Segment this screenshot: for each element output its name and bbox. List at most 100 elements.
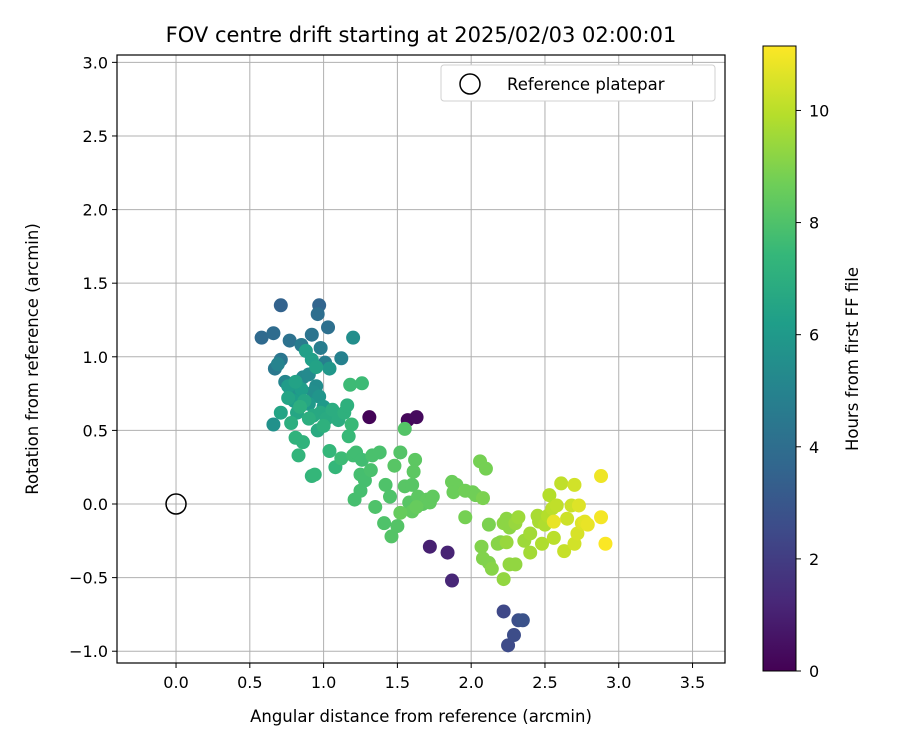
data-point <box>322 444 337 459</box>
data-point <box>393 445 408 460</box>
data-point <box>571 498 586 513</box>
data-point <box>377 516 392 531</box>
data-point <box>506 628 521 643</box>
data-point <box>341 429 356 444</box>
colorbar-tick-label: 6 <box>809 326 819 345</box>
data-point <box>440 545 455 560</box>
data-point <box>474 539 489 554</box>
data-point <box>372 445 387 460</box>
x-tick-label: 1.5 <box>385 673 410 692</box>
data-point <box>405 477 420 492</box>
data-point <box>535 536 550 551</box>
y-axis-ticks: −1.0 −0.5 0.0 0.5 1.0 1.5 2.0 2.5 3.0 <box>69 53 117 661</box>
data-point <box>368 499 383 514</box>
x-tick-label: 0.5 <box>237 673 262 692</box>
data-point <box>409 499 424 514</box>
data-point <box>496 572 511 587</box>
data-point <box>383 489 398 504</box>
data-point <box>501 638 516 653</box>
data-point <box>347 492 362 507</box>
y-tick-label: 2.0 <box>83 201 108 220</box>
x-tick-label: 2.5 <box>532 673 557 692</box>
data-point <box>343 377 358 392</box>
data-point <box>282 333 297 348</box>
data-point <box>594 510 609 525</box>
data-point <box>273 405 288 420</box>
data-point <box>316 418 331 433</box>
colorbar-tick-label: 2 <box>809 550 819 569</box>
plot-frame <box>116 54 726 664</box>
data-point <box>546 514 561 529</box>
data-point <box>378 477 393 492</box>
y-tick-label: 1.0 <box>83 348 108 367</box>
data-point <box>523 545 538 560</box>
x-tick-label: 2.0 <box>458 673 483 692</box>
data-point <box>334 351 349 366</box>
data-point <box>560 511 575 526</box>
legend-box <box>440 64 716 102</box>
data-point <box>390 519 405 534</box>
data-point <box>344 417 359 432</box>
y-tick-label: 0.5 <box>83 421 108 440</box>
data-point <box>295 435 310 450</box>
data-point <box>546 530 561 545</box>
data-point <box>354 376 369 391</box>
legend-marker <box>459 73 481 95</box>
data-point <box>363 463 378 478</box>
data-point <box>313 340 328 355</box>
data-point <box>254 330 269 345</box>
x-tick-label: 3.5 <box>680 673 705 692</box>
data-point <box>554 476 569 491</box>
data-point <box>284 416 299 431</box>
data-point <box>281 391 296 406</box>
data-point <box>309 360 324 375</box>
data-point <box>362 410 377 425</box>
x-tick-label: 1.0 <box>311 673 336 692</box>
data-point <box>557 544 572 559</box>
colorbar <box>762 45 797 672</box>
legend: Reference platepar <box>440 64 716 102</box>
data-point <box>594 469 609 484</box>
colorbar-tick-label: 4 <box>809 438 819 457</box>
data-point <box>397 421 412 436</box>
y-axis-label: Rotation from reference (arcmin) <box>23 223 42 495</box>
data-point <box>523 526 538 541</box>
grid-lines <box>117 55 725 663</box>
x-tick-label: 3.0 <box>606 673 631 692</box>
data-point <box>496 604 511 619</box>
data-point <box>542 488 557 503</box>
x-axis-ticks: 0.0 0.5 1.0 1.5 2.0 2.5 3.0 3.5 <box>163 663 705 692</box>
data-point <box>288 374 303 389</box>
x-tick-label: 0.0 <box>163 673 188 692</box>
legend-label: Reference platepar <box>507 75 665 94</box>
data-point <box>422 539 437 554</box>
data-point <box>598 536 613 551</box>
data-point <box>446 485 461 500</box>
colorbar-tick-label: 0 <box>809 662 819 681</box>
data-point <box>321 320 336 335</box>
data-point <box>580 517 595 532</box>
data-point <box>387 458 402 473</box>
data-point <box>515 613 530 628</box>
data-point <box>475 491 490 506</box>
y-tick-label: −1.0 <box>69 642 108 661</box>
data-point <box>340 398 355 413</box>
colorbar-tick-label: 8 <box>809 214 819 233</box>
data-point <box>478 461 493 476</box>
chart-title: FOV centre drift starting at 2025/02/03 … <box>166 23 677 47</box>
data-point <box>292 399 307 414</box>
data-point <box>384 529 399 544</box>
colorbar-tick-label: 10 <box>809 101 829 120</box>
data-point <box>444 573 459 588</box>
data-point <box>266 417 281 432</box>
colorbar-label: Hours from first FF file <box>843 267 862 451</box>
data-point <box>266 326 281 341</box>
data-point <box>567 477 582 492</box>
data-point <box>304 327 319 342</box>
data-point <box>406 464 421 479</box>
data-point <box>310 307 325 322</box>
data-point <box>322 361 337 376</box>
data-point <box>511 510 526 525</box>
data-point <box>458 510 473 525</box>
